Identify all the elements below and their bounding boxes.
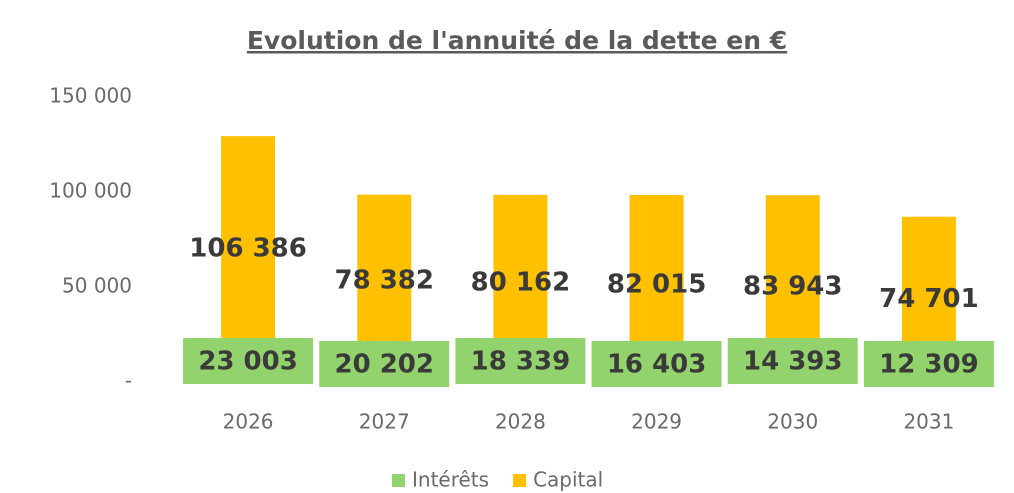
value-label: 20 202 <box>334 350 434 380</box>
label-background <box>591 341 722 387</box>
label-background <box>319 341 450 387</box>
x-tick-label: 2030 <box>767 410 818 434</box>
bar <box>901 216 956 359</box>
legend-label: Capital <box>533 468 603 492</box>
y-tick-label: - <box>125 369 132 393</box>
value-label: 16 403 <box>607 350 707 380</box>
value-label: 18 339 <box>471 347 571 377</box>
bar <box>629 195 684 351</box>
y-tick-label: 50 000 <box>62 274 132 298</box>
label-background <box>727 338 858 384</box>
bar <box>493 194 548 348</box>
x-tick-label: 2027 <box>359 410 410 434</box>
bar <box>357 194 412 344</box>
legend-swatch <box>513 474 527 487</box>
label-background <box>863 341 994 387</box>
value-label: 23 003 <box>198 347 298 377</box>
chart-title: Evolution de l'annuité de la dette en € <box>247 26 787 55</box>
value-label: 14 393 <box>743 347 843 377</box>
legend-swatch <box>392 474 405 487</box>
y-tick-label: 150 000 <box>49 84 132 108</box>
x-tick-label: 2031 <box>903 410 954 434</box>
x-tick-label: 2026 <box>223 410 274 434</box>
value-label: 83 943 <box>743 271 843 301</box>
x-tick-label: 2028 <box>495 410 546 434</box>
value-label: 80 162 <box>471 268 571 298</box>
value-label: 82 015 <box>607 269 707 299</box>
legend-label: Intérêts <box>412 468 489 492</box>
value-label: 106 386 <box>189 234 307 264</box>
bar <box>221 136 276 339</box>
value-label: 74 701 <box>879 284 979 314</box>
y-tick-label: 100 000 <box>49 179 132 203</box>
bar <box>765 195 820 355</box>
label-background <box>183 338 314 384</box>
value-label: 78 382 <box>334 266 434 296</box>
x-tick-label: 2029 <box>631 410 682 434</box>
value-label: 12 309 <box>879 350 979 380</box>
label-background <box>455 338 586 384</box>
